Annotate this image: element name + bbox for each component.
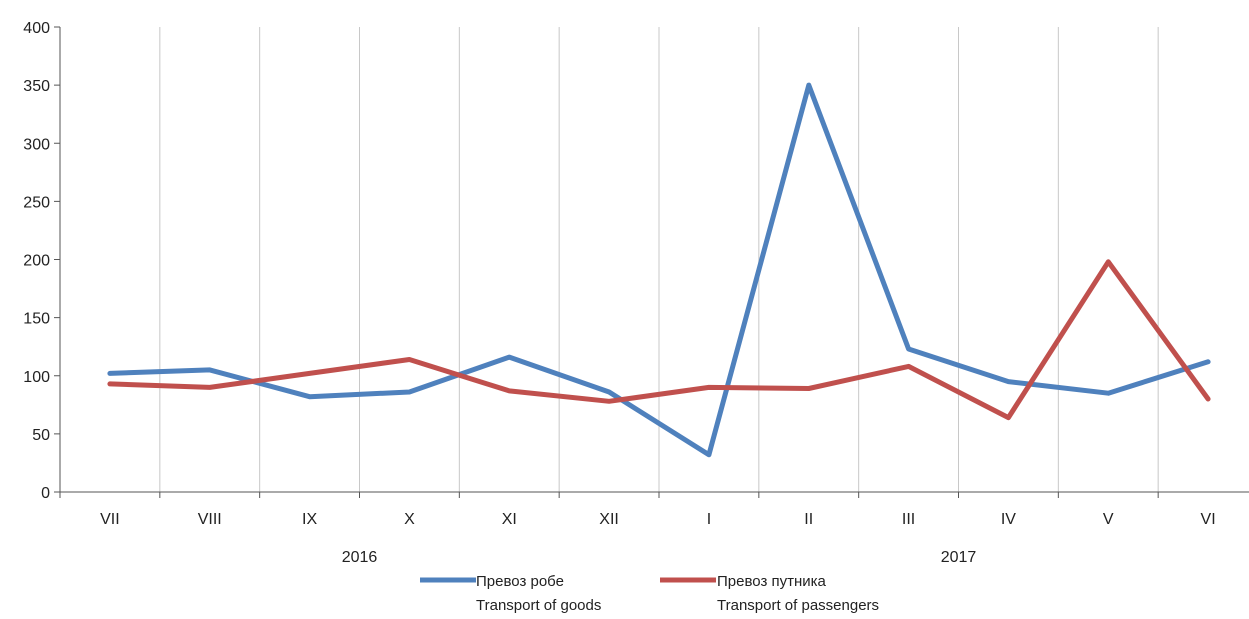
legend-label-passengers-en: Transport of passengers <box>717 597 879 614</box>
legend-item-passengers[interactable]: Превоз путника Transport of passengers <box>660 573 879 614</box>
x-tick-label: III <box>902 511 915 528</box>
x-tick-label: XII <box>599 511 619 528</box>
y-tick-label: 150 <box>23 311 50 328</box>
x-tick-label: VI <box>1201 511 1216 528</box>
y-axis-tick-labels: 0 50 100 150 200 250 300 350 400 <box>23 20 50 502</box>
legend-label-goods-en: Transport of goods <box>476 597 601 614</box>
x-tick-label: V <box>1103 511 1114 528</box>
x-tick-label: X <box>404 511 415 528</box>
y-tick-label: 350 <box>23 78 50 95</box>
year-label: 2017 <box>941 549 977 566</box>
x-tick-label: XI <box>502 511 517 528</box>
y-tick-label: 200 <box>23 253 50 270</box>
x-tick-label: I <box>707 511 711 528</box>
y-tick-label: 100 <box>23 369 50 386</box>
x-tick-label: II <box>804 511 813 528</box>
legend-item-goods[interactable]: Превоз робе Transport of goods <box>420 573 601 614</box>
x-tick-label: IX <box>302 511 317 528</box>
x-tick-label: VIII <box>198 511 222 528</box>
y-tick-label: 400 <box>23 20 50 37</box>
x-tick-label: IV <box>1001 511 1016 528</box>
legend-label-goods: Превоз робе <box>476 573 564 590</box>
y-tick-label: 0 <box>41 485 50 502</box>
legend-label-passengers: Превоз путника <box>717 573 827 590</box>
y-tick-label: 250 <box>23 194 50 211</box>
legend: Превоз робе Transport of goods Превоз пу… <box>420 573 879 614</box>
year-label: 2016 <box>342 549 378 566</box>
year-group-labels: 2016 2017 <box>342 549 977 566</box>
y-tick-label: 300 <box>23 136 50 153</box>
vertical-gridlines <box>160 27 1249 492</box>
x-tick-label: VII <box>100 511 120 528</box>
axes <box>54 27 1249 498</box>
y-tick-label: 50 <box>32 427 50 444</box>
x-axis-tick-labels: VII VIII IX X XI XII I II III IV V VI <box>100 511 1216 528</box>
